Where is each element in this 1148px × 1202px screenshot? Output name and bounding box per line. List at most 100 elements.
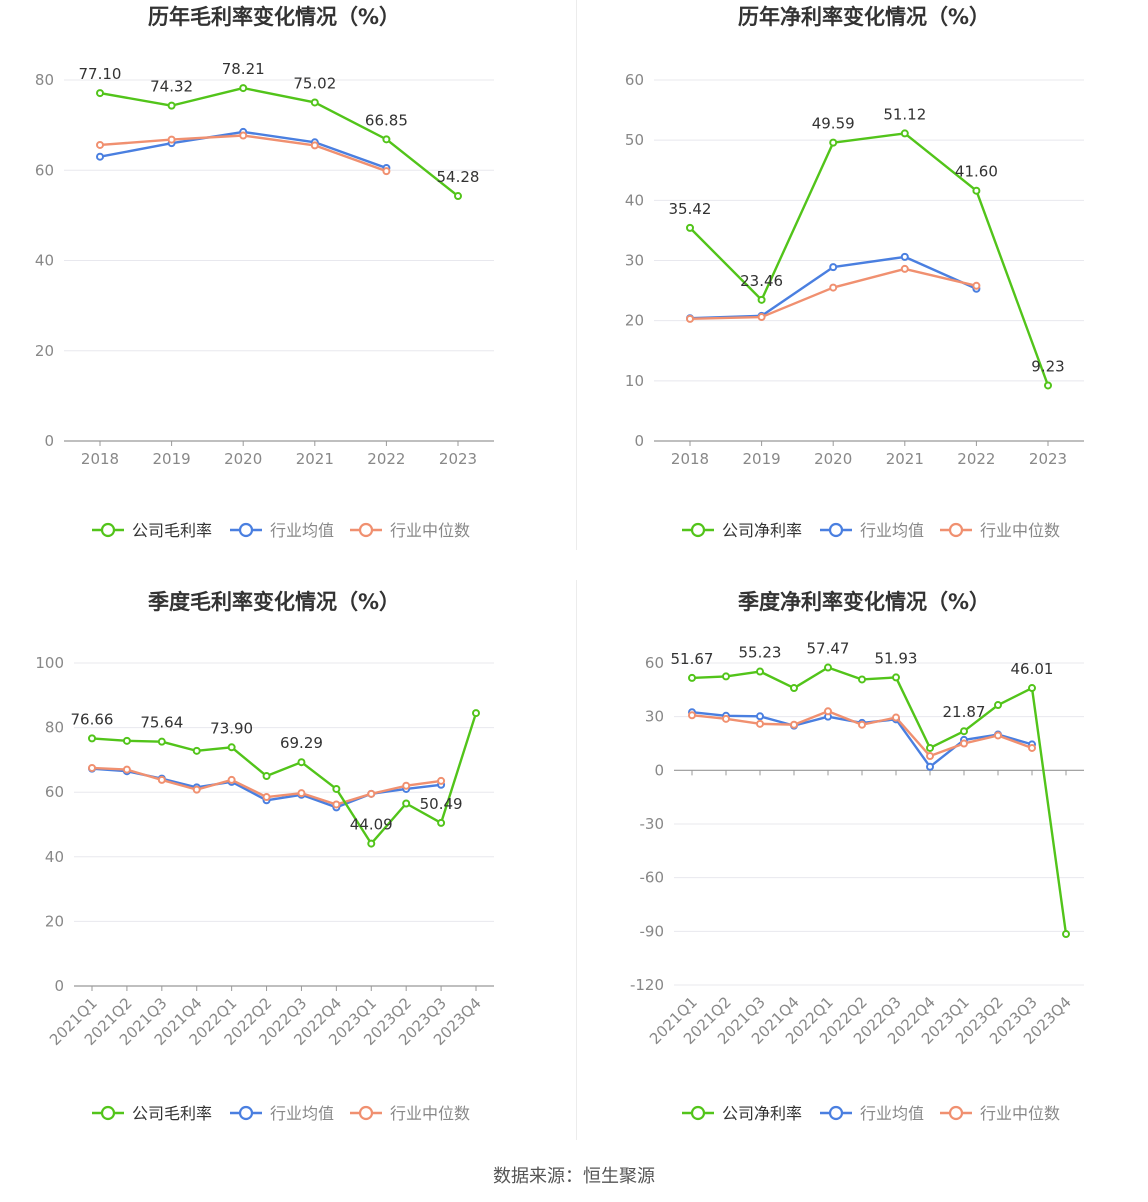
data-point-company[interactable] (88, 734, 96, 743)
data-point-median[interactable] (892, 713, 900, 722)
data-point-company[interactable] (310, 98, 319, 107)
data-point-median[interactable] (297, 789, 306, 798)
legend-label: 行业中位数 (390, 521, 470, 540)
series-line-company (99, 86, 459, 198)
data-point-company[interactable] (1062, 930, 1070, 939)
data-point-median[interactable] (960, 739, 968, 748)
data-point-company[interactable] (756, 667, 764, 676)
data-point-median[interactable] (790, 720, 798, 729)
data-point-company[interactable] (829, 138, 838, 147)
data-point-company[interactable] (122, 736, 131, 745)
data-point-company[interactable] (382, 135, 391, 144)
data-point-avg[interactable] (756, 712, 764, 721)
data-point-company[interactable] (192, 746, 201, 755)
series-line-company (91, 712, 478, 845)
data-point-company[interactable] (402, 799, 411, 808)
legend-item-company[interactable]: 公司净利率 (682, 521, 802, 540)
data-point-company[interactable] (157, 737, 166, 746)
data-point-median[interactable] (686, 314, 694, 323)
data-point-company[interactable] (239, 84, 248, 93)
data-point-company[interactable] (858, 675, 866, 684)
data-point-median[interactable] (332, 800, 341, 809)
legend-label: 行业均值 (860, 521, 924, 540)
data-point-company[interactable] (686, 223, 694, 232)
data-point-company[interactable] (472, 709, 480, 718)
x-tick-label: 2022 (367, 450, 405, 468)
data-point-median[interactable] (757, 313, 766, 322)
data-point-company[interactable] (926, 743, 934, 752)
data-point-company[interactable] (960, 727, 968, 736)
data-point-avg[interactable] (96, 152, 104, 161)
data-point-median[interactable] (167, 135, 176, 144)
data-point-median[interactable] (227, 775, 236, 784)
data-point-median[interactable] (756, 719, 764, 728)
data-point-median[interactable] (402, 781, 411, 790)
data-point-median[interactable] (367, 789, 376, 798)
data-point-company[interactable] (688, 673, 696, 682)
data-point-median[interactable] (122, 765, 131, 774)
data-point-median[interactable] (192, 785, 201, 794)
data-point-median[interactable] (157, 775, 166, 784)
y-tick-label: 0 (54, 977, 64, 995)
data-point-median[interactable] (310, 141, 319, 150)
data-point-company[interactable] (722, 672, 730, 681)
data-point-median[interactable] (1028, 743, 1036, 752)
data-point-company[interactable] (757, 295, 766, 304)
data-point-median[interactable] (88, 763, 96, 772)
data-point-company[interactable] (227, 743, 236, 752)
data-point-median[interactable] (688, 711, 696, 720)
legend-item-median[interactable]: 行业中位数 (350, 1104, 470, 1123)
y-tick-label: 40 (625, 191, 644, 209)
legend-item-median[interactable]: 行业中位数 (350, 521, 470, 540)
data-point-company[interactable] (900, 129, 909, 138)
data-label: 73.90 (210, 719, 253, 737)
legend-item-company[interactable]: 公司毛利率 (92, 521, 212, 540)
data-point-median[interactable] (96, 140, 104, 149)
legend-label: 公司毛利率 (132, 521, 212, 540)
legend-item-company[interactable]: 公司毛利率 (92, 1104, 212, 1123)
data-point-company[interactable] (1028, 684, 1036, 693)
data-point-company[interactable] (972, 186, 981, 195)
data-point-company[interactable] (1044, 381, 1052, 390)
data-point-avg[interactable] (926, 762, 934, 771)
data-point-median[interactable] (437, 776, 446, 785)
data-point-median[interactable] (824, 707, 832, 716)
legend-label: 公司净利率 (722, 521, 802, 540)
legend-item-company[interactable]: 公司净利率 (682, 1104, 802, 1123)
data-point-company[interactable] (367, 839, 376, 848)
data-point-median[interactable] (858, 720, 866, 729)
data-point-median[interactable] (382, 167, 391, 176)
legend-item-median[interactable]: 行业中位数 (940, 1104, 1060, 1123)
data-point-company[interactable] (262, 772, 271, 781)
data-point-median[interactable] (900, 264, 909, 273)
data-point-company[interactable] (297, 758, 306, 767)
data-point-median[interactable] (262, 793, 271, 802)
data-point-median[interactable] (829, 283, 838, 292)
data-point-median[interactable] (994, 731, 1002, 740)
legend-item-avg[interactable]: 行业均值 (820, 1104, 924, 1123)
legend-item-avg[interactable]: 行业均值 (230, 521, 334, 540)
legend-item-median[interactable]: 行业中位数 (940, 521, 1060, 540)
data-point-median[interactable] (239, 131, 248, 140)
data-point-company[interactable] (96, 89, 104, 98)
data-point-company[interactable] (790, 684, 798, 693)
data-label: 75.64 (140, 714, 183, 732)
data-point-avg[interactable] (900, 252, 909, 261)
data-point-company[interactable] (454, 192, 462, 201)
data-point-company[interactable] (892, 673, 900, 682)
legend-item-avg[interactable]: 行业均值 (230, 1104, 334, 1123)
annual-gross-margin-chart: 历年毛利率变化情况（%） 0 20 40 60 80 2018 2019 2020 2021 202… (0, 0, 574, 580)
y-tick-label: 50 (625, 131, 644, 149)
data-point-company[interactable] (437, 818, 446, 827)
data-point-median[interactable] (972, 281, 981, 290)
legend-label: 行业中位数 (980, 1104, 1060, 1123)
data-point-avg[interactable] (829, 263, 838, 272)
data-point-company[interactable] (994, 701, 1002, 710)
data-point-company[interactable] (167, 101, 176, 110)
data-point-median[interactable] (722, 714, 730, 723)
legend-marker (690, 522, 706, 538)
data-point-median[interactable] (926, 752, 934, 761)
data-point-company[interactable] (824, 663, 832, 672)
legend-item-avg[interactable]: 行业均值 (820, 521, 924, 540)
data-point-company[interactable] (332, 784, 341, 793)
